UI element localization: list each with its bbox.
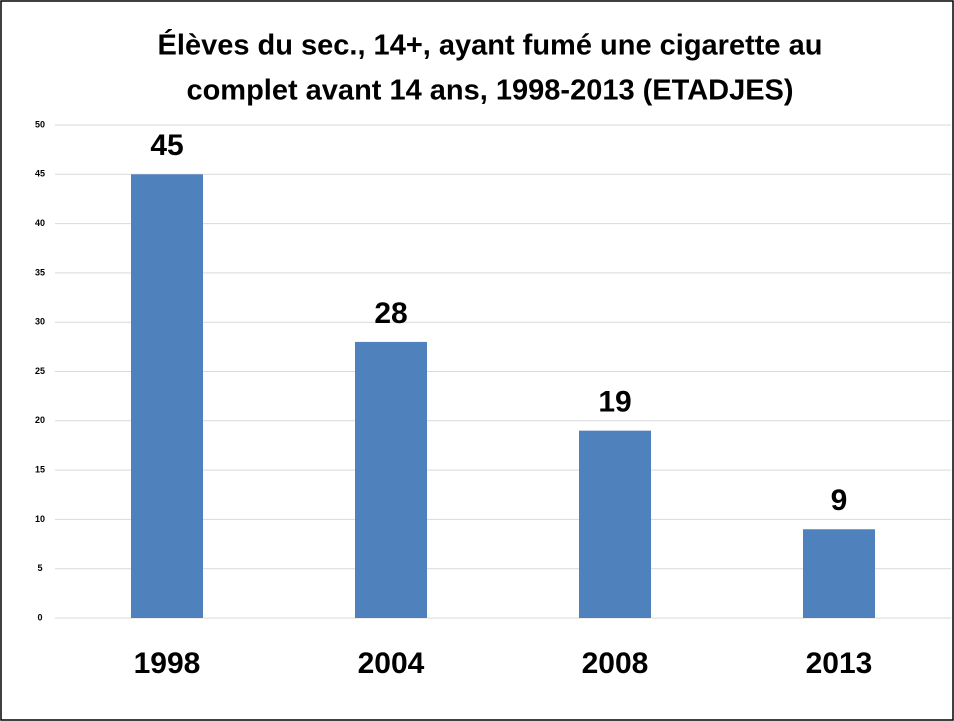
data-label: 19 bbox=[598, 386, 631, 419]
x-tick-label: 1998 bbox=[134, 647, 201, 680]
bar bbox=[131, 174, 203, 619]
y-tick-label: 35 bbox=[35, 267, 45, 277]
y-tick-label: 0 bbox=[37, 612, 42, 622]
chart-title: Élèves du sec., 14+, ayant fumé une ciga… bbox=[158, 28, 823, 62]
y-tick-label: 5 bbox=[37, 563, 42, 573]
y-tick-label: 50 bbox=[35, 119, 45, 129]
bar bbox=[803, 529, 875, 618]
y-tick-label: 15 bbox=[35, 464, 45, 474]
x-tick-label: 2013 bbox=[806, 647, 873, 680]
x-tick-label: 2004 bbox=[358, 647, 425, 680]
y-tick-label: 45 bbox=[35, 169, 45, 179]
chart-title: complet avant 14 ans, 1998-2013 (ETADJES… bbox=[186, 75, 793, 107]
y-tick-label: 30 bbox=[35, 317, 45, 327]
bar bbox=[355, 341, 427, 618]
x-tick-label: 2008 bbox=[582, 647, 649, 680]
data-label: 9 bbox=[831, 484, 848, 517]
bar bbox=[579, 430, 651, 618]
data-label: 28 bbox=[374, 297, 407, 330]
data-label: 45 bbox=[150, 129, 183, 162]
y-tick-label: 25 bbox=[35, 366, 45, 376]
y-tick-label: 20 bbox=[35, 415, 45, 425]
y-tick-label: 10 bbox=[35, 514, 45, 524]
y-tick-label: 40 bbox=[35, 218, 45, 228]
